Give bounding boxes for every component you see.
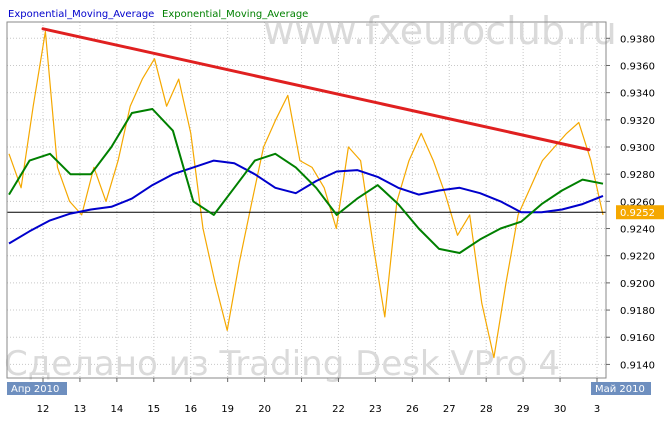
y-tick-label: 0.9280	[620, 170, 655, 181]
x-tick-label: 22	[332, 404, 345, 415]
y-axis: 0.9140 0.9160 0.9180 0.9200 0.9220 0.9240 0.92…	[606, 34, 655, 371]
x-tick-label: 29	[517, 404, 530, 415]
x-tick-label: 15	[147, 404, 160, 415]
month-label: Май 2010	[595, 384, 645, 395]
y-tick-label: 0.9300	[620, 143, 655, 154]
y-tick-label: 0.9240	[620, 225, 655, 236]
x-tick-label: 28	[480, 404, 493, 415]
last-price-marker: 0.9252	[616, 205, 664, 220]
watermark-top: www.fxeuroclub.ru	[263, 9, 616, 53]
y-tick-label: 0.9200	[620, 279, 655, 290]
y-tick-label: 0.9340	[620, 89, 655, 100]
x-tick-label: 12	[37, 404, 50, 415]
y-tick-label: 0.9360	[620, 61, 655, 72]
plot-frame	[6, 21, 607, 379]
x-tick-label: 14	[110, 404, 123, 415]
y-tick-label: 0.9320	[620, 116, 655, 127]
legend-entry-ema-slow: Exponential_Moving_Average	[8, 9, 154, 20]
last-price-label: 0.9252	[620, 208, 655, 219]
plot-border	[6, 21, 607, 379]
watermark-bottom: Сделано из Trading Desk VPro 4	[4, 344, 560, 384]
y-tick-label: 0.9380	[620, 34, 655, 45]
x-tick-label: 26	[406, 404, 419, 415]
y-tick-label: 0.9220	[620, 252, 655, 263]
x-tick-label: 13	[74, 404, 87, 415]
month-label-background	[591, 382, 651, 395]
y-tick-label: 0.9180	[620, 306, 655, 317]
x-tick-label: 27	[443, 404, 456, 415]
x-tick-label: 19	[221, 404, 234, 415]
month-label: Апр 2010	[11, 384, 59, 395]
x-tick-label: 3	[594, 404, 600, 415]
month-label-background	[7, 382, 67, 395]
legend-entry-ema-fast: Exponential_Moving_Average	[162, 9, 308, 20]
legend: Exponential_Moving_Average Exponential_M…	[8, 9, 308, 20]
trendline	[41, 27, 591, 152]
series-ema-slow-line	[8, 159, 604, 245]
y-tick-label: 0.9260	[620, 197, 655, 208]
series-ema-fast-line	[8, 108, 604, 254]
y-tick-label: 0.9160	[620, 333, 655, 344]
x-axis: 12 13 14 15 16 19 20 21 22 23 26 27 28 29 30 3 Апр 2010 М…	[7, 378, 651, 415]
x-tick-label: 30	[554, 404, 567, 415]
last-price-label-background	[616, 205, 664, 220]
x-tick-label: 20	[258, 404, 271, 415]
x-tick-label: 21	[295, 404, 308, 415]
x-tick-label: 16	[184, 404, 197, 415]
x-tick-label: 23	[369, 404, 382, 415]
series-price-line	[8, 30, 604, 359]
grid	[7, 22, 606, 378]
y-tick-label: 0.9140	[620, 360, 655, 371]
series-layer	[7, 27, 606, 359]
